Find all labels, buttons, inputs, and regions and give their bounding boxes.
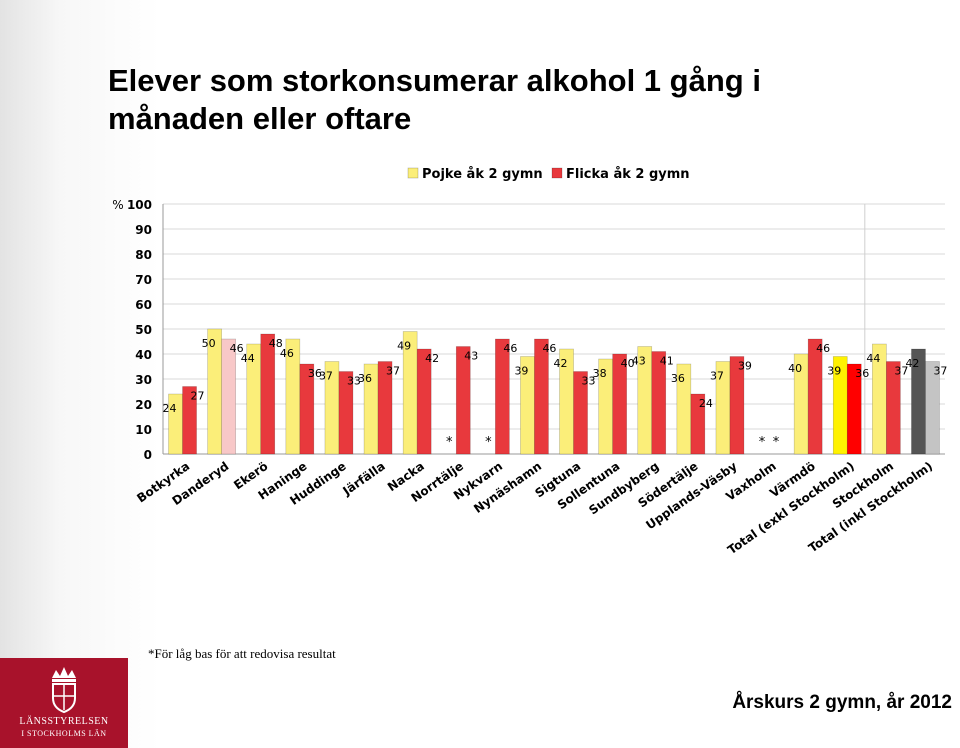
- data-label: 37: [894, 365, 908, 378]
- gridlines: [163, 203, 945, 455]
- bar: [338, 371, 354, 455]
- data-label: 39: [514, 365, 528, 378]
- data-label: 49: [397, 340, 411, 353]
- data-label: 33: [347, 375, 361, 388]
- y-tick-label: 10: [135, 423, 152, 437]
- data-label: 39: [738, 360, 752, 373]
- legend-label: Pojke åk 2 gymn: [422, 167, 543, 182]
- chart-title: Elever som storkonsumerar alkohol 1 gång…: [108, 63, 761, 136]
- footnote: *För låg bas för att redovisa resultat: [148, 646, 336, 661]
- y-axis-label: %: [112, 198, 123, 212]
- bar: [182, 386, 197, 455]
- data-label: 44: [866, 352, 880, 365]
- bar: [416, 348, 432, 455]
- y-tick-label: 20: [135, 398, 152, 412]
- data-label: 24: [163, 402, 177, 415]
- data-label: 44: [241, 352, 255, 365]
- data-label: 37: [710, 370, 724, 383]
- bar: [729, 356, 745, 455]
- y-tick-label: 80: [135, 248, 152, 262]
- data-label: 43: [464, 350, 478, 363]
- data-label: 36: [308, 367, 322, 380]
- data-label: 41: [660, 355, 674, 368]
- data-label: 37: [933, 365, 947, 378]
- legend: Pojke åk 2 gymn Flicka åk 2 gymn: [407, 167, 690, 182]
- bar: [495, 338, 510, 455]
- data-label: 46: [280, 347, 294, 360]
- logo-text-line2: I STOCKHOLMS LÄN: [21, 729, 107, 738]
- data-label: 48: [269, 337, 283, 350]
- data-label: 37: [386, 365, 400, 378]
- missing-marker: *: [485, 435, 492, 450]
- bar: [377, 361, 393, 455]
- y-tick-label: 100: [127, 198, 152, 212]
- y-tick-label: 60: [135, 298, 152, 312]
- y-tick-label: 90: [135, 223, 152, 237]
- data-label: 40: [621, 357, 635, 370]
- legend-label: Flicka åk 2 gymn: [566, 167, 690, 182]
- legend-swatch: [551, 167, 563, 179]
- logo-text-line1: LÄNSSTYRELSEN: [19, 716, 109, 727]
- y-tick-label: 50: [135, 323, 152, 337]
- data-label: 36: [855, 367, 869, 380]
- data-label: 36: [358, 372, 372, 385]
- missing-marker: *: [446, 435, 453, 450]
- data-label: 36: [671, 372, 685, 385]
- data-label: 42: [554, 357, 568, 370]
- bar: [299, 363, 315, 455]
- y-tick-label: 30: [135, 373, 152, 387]
- logo: LÄNSSTYRELSEN I STOCKHOLMS LÄN: [0, 658, 128, 748]
- crown-shield-icon: [52, 667, 76, 714]
- legend-swatch: [407, 167, 419, 179]
- bar: [221, 338, 236, 455]
- data-label: 39: [827, 365, 841, 378]
- data-label: 42: [905, 357, 919, 370]
- data-label: 42: [425, 352, 439, 365]
- data-label: 46: [816, 342, 830, 355]
- bar: [260, 333, 276, 455]
- data-label: 33: [582, 375, 596, 388]
- bar: [534, 338, 549, 455]
- data-label: 40: [788, 362, 802, 375]
- bar: [455, 346, 471, 455]
- x-tick-label: Järfälla: [339, 459, 387, 499]
- y-tick-label: 70: [135, 273, 152, 287]
- data-label: 50: [202, 337, 216, 350]
- bar: [807, 338, 823, 455]
- data-label: 24: [699, 397, 713, 410]
- data-label: 46: [230, 342, 244, 355]
- y-tick-label: 40: [135, 348, 152, 362]
- bar: [651, 351, 667, 455]
- data-label: 37: [319, 370, 333, 383]
- bar: [925, 361, 940, 455]
- missing-marker: *: [759, 435, 766, 450]
- data-label: 46: [542, 342, 556, 355]
- bar: [846, 363, 862, 455]
- bar: [612, 353, 627, 455]
- y-tick-label: 0: [144, 448, 152, 462]
- bar: [690, 393, 706, 455]
- bar: [573, 371, 588, 455]
- data-label: 46: [503, 342, 517, 355]
- chart-subtitle: Årskurs 2 gymn, år 2012: [732, 692, 952, 713]
- bar: [886, 361, 901, 455]
- data-label: 38: [593, 367, 607, 380]
- data-label: 43: [632, 355, 646, 368]
- data-label: 27: [191, 390, 205, 403]
- missing-marker: *: [773, 435, 780, 450]
